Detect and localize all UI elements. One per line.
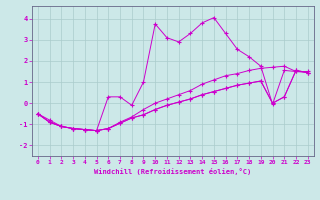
X-axis label: Windchill (Refroidissement éolien,°C): Windchill (Refroidissement éolien,°C)	[94, 168, 252, 175]
